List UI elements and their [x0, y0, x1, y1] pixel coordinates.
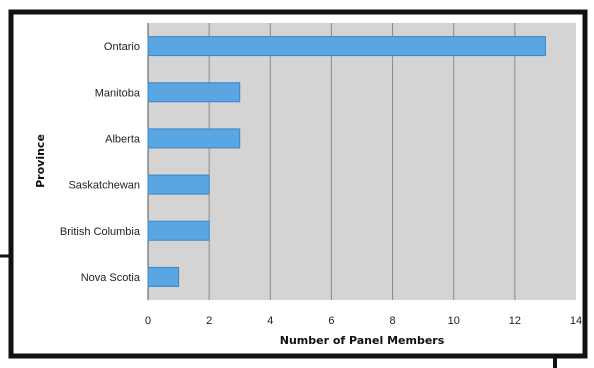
category-label: Nova Scotia	[81, 272, 141, 284]
bar-british-columbia	[147, 220, 210, 241]
category-label: British Columbia	[60, 226, 141, 238]
plot-area	[148, 23, 576, 300]
x-tick-label: 2	[206, 315, 212, 327]
y-axis-categories: Ontario Manitoba Alberta Saskatchewan Britis…	[60, 41, 141, 284]
category-label: Saskatchewan	[68, 180, 140, 192]
bar-alberta	[147, 128, 241, 149]
bar-ontario	[147, 36, 546, 57]
x-tick-label: 4	[267, 315, 273, 327]
bar-saskatchewan	[147, 174, 210, 195]
bar-manitoba	[147, 82, 241, 103]
x-tick-label: 10	[448, 315, 460, 327]
x-axis-ticks: 0 2 4 6 8 10 12 14	[145, 315, 582, 327]
bar-nova-scotia	[147, 266, 180, 287]
bars	[147, 36, 546, 287]
category-label: Alberta	[105, 133, 141, 145]
x-tick-label: 6	[328, 315, 334, 327]
gridlines	[147, 23, 516, 300]
category-label: Manitoba	[95, 87, 141, 99]
x-tick-label: 14	[570, 315, 582, 327]
x-tick-label: 8	[390, 315, 396, 327]
y-axis-title: Province	[34, 134, 47, 188]
category-label: Ontario	[104, 41, 140, 53]
x-axis-title: Number of Panel Members	[280, 334, 445, 347]
x-tick-label: 0	[145, 315, 151, 327]
x-tick-label: 12	[509, 315, 521, 327]
